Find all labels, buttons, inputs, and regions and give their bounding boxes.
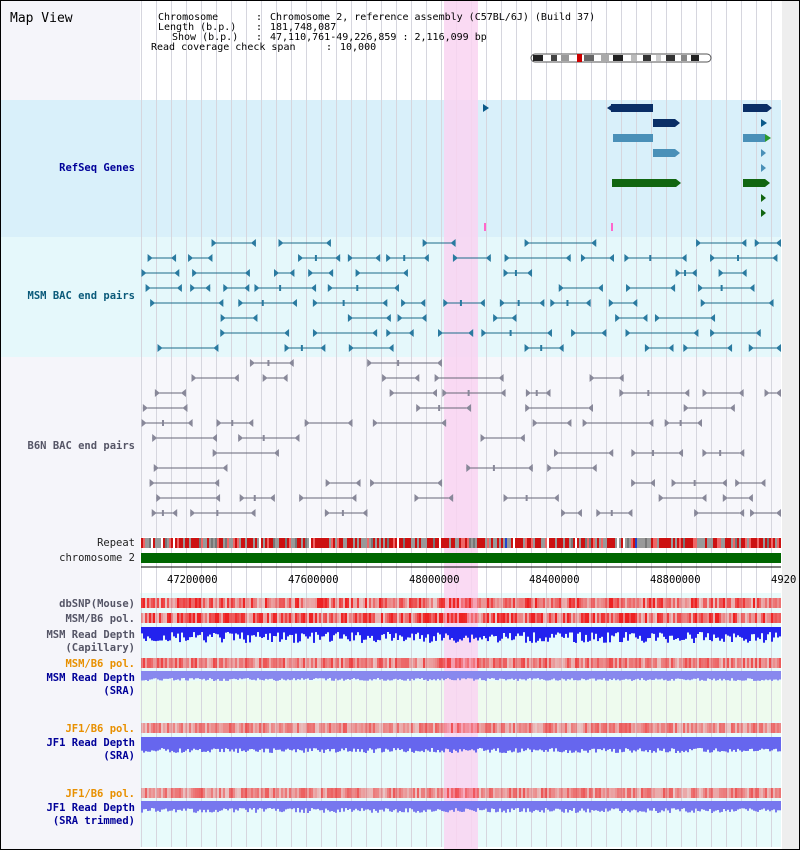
track-label-jf1-depth-sra-1[interactable]: JF1 Read Depth — [46, 737, 135, 749]
selected-region-highlight[interactable] — [444, 1, 478, 849]
msm-bac-label-background — [1, 237, 140, 357]
track-label-msm-bac[interactable]: MSM BAC end pairs — [27, 290, 135, 302]
view-title: Map View — [10, 11, 73, 26]
track-label-jf1-depth-sra-2: (SRA) — [103, 750, 135, 762]
axis-tick-label: 4920 — [771, 574, 797, 586]
repeat-track-bar[interactable] — [141, 538, 781, 548]
track-label-jf1-b6-pol-2[interactable]: JF1/B6 pol. — [65, 788, 135, 800]
chromosome-value: Chromosome 2, reference assembly (C57BL/… — [270, 12, 596, 23]
read-coverage-key: Read coverage check span — [151, 42, 296, 53]
refseq-label-background — [1, 100, 140, 237]
track-label-msm-depth-capillary-2: (Capillary) — [65, 642, 135, 654]
track-label-repeat[interactable]: Repeat — [97, 537, 135, 549]
track-label-msm-depth-sra-2: (SRA) — [103, 685, 135, 697]
right-margin-strip — [782, 1, 799, 849]
msm-bac-end-pair-features[interactable] — [141, 239, 781, 352]
chromosome-bar[interactable] — [141, 553, 781, 563]
track-label-msm-b6-pol-1[interactable]: MSM/B6 pol. — [65, 613, 135, 625]
track-label-dbsnp[interactable]: dbSNP(Mouse) — [59, 598, 135, 610]
track-label-msm-depth-capillary-1[interactable]: MSM Read Depth — [46, 629, 135, 641]
show-value: 47,110,761-49,226,859 : 2,116,099 bp — [270, 32, 487, 43]
axis-tick-label: 48400000 — [529, 574, 580, 586]
length-value: 181,748,087 — [270, 22, 337, 33]
track-label-msm-depth-sra-1[interactable]: MSM Read Depth — [46, 672, 135, 684]
axis-tick-label: 47200000 — [167, 574, 218, 586]
track-label-jf1-b6-pol-1[interactable]: JF1/B6 pol. — [65, 723, 135, 735]
chromosome-key: Chromosome — [158, 12, 219, 23]
show-key: Show (b.p.) — [172, 32, 239, 43]
chromosome-ideogram[interactable] — [530, 53, 712, 63]
track-label-chromosome[interactable]: chromosome 2 — [59, 552, 135, 564]
polymorphism-and-depth-tracks[interactable] — [141, 598, 781, 813]
track-label-jf1-depth-trimmed-2: (SRA trimmed) — [52, 815, 135, 827]
track-label-refseq[interactable]: RefSeq Genes — [59, 162, 135, 174]
track-label-b6n-bac[interactable]: B6N BAC end pairs — [27, 440, 135, 452]
track-label-msm-b6-pol-2[interactable]: MSM/B6 pol. — [65, 658, 135, 670]
axis-tick-label: 47600000 — [288, 574, 339, 586]
axis-tick-label: 48000000 — [409, 574, 460, 586]
refseq-gene-features[interactable] — [483, 104, 772, 231]
read-coverage-value: 10,000 — [340, 42, 377, 53]
length-key: Length (b.p.) — [158, 22, 237, 33]
axis-tick-label: 48800000 — [650, 574, 701, 586]
b6n-bac-end-pair-features[interactable] — [141, 359, 781, 517]
track-label-jf1-depth-trimmed-1[interactable]: JF1 Read Depth — [46, 802, 135, 814]
